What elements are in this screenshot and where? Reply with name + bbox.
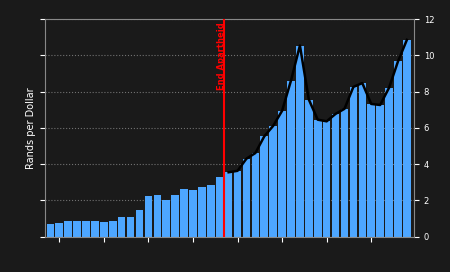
Bar	[305, 100, 313, 237]
Bar	[100, 222, 108, 237]
Bar	[323, 121, 330, 237]
Bar	[91, 221, 99, 237]
Bar	[225, 172, 232, 237]
Bar	[350, 87, 357, 237]
Bar	[171, 196, 179, 237]
Bar	[180, 189, 188, 237]
Bar	[359, 83, 366, 237]
Y-axis label: Rands per Dollar: Rands per Dollar	[26, 87, 36, 169]
Bar	[234, 171, 241, 237]
Bar	[46, 224, 54, 237]
Bar	[162, 200, 170, 237]
Bar	[368, 104, 375, 237]
Bar	[296, 45, 304, 237]
Bar	[314, 120, 322, 237]
Bar	[394, 61, 402, 237]
Bar	[127, 217, 135, 237]
Bar	[243, 159, 250, 237]
Bar	[261, 136, 268, 237]
Bar	[216, 177, 224, 237]
Bar	[73, 221, 81, 237]
Bar	[376, 105, 384, 237]
Bar	[136, 210, 143, 237]
Bar	[55, 223, 63, 237]
Bar	[332, 114, 339, 237]
Bar	[198, 187, 206, 237]
Bar	[270, 126, 277, 237]
Bar	[118, 217, 126, 237]
Bar	[278, 111, 286, 237]
Text: End Apartheid: End Apartheid	[217, 23, 226, 90]
Bar	[385, 88, 393, 237]
Bar	[189, 190, 197, 237]
Bar	[287, 81, 295, 237]
Bar	[207, 185, 215, 237]
Bar	[144, 196, 152, 237]
Bar	[64, 221, 72, 237]
Bar	[252, 153, 259, 237]
Bar	[403, 40, 411, 237]
Bar	[109, 221, 117, 237]
Bar	[341, 109, 348, 237]
Bar	[82, 221, 90, 237]
Bar	[153, 196, 161, 237]
